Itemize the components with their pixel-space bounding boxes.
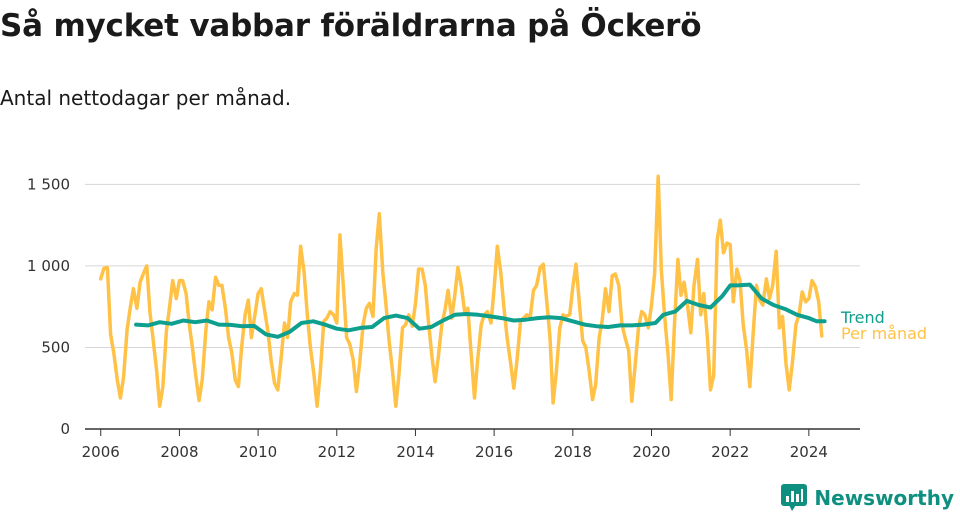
- brand-name: Newsworthy: [814, 486, 954, 510]
- y-tick-label: 0: [60, 420, 70, 438]
- page-subtitle: Antal nettodagar per månad.: [0, 86, 292, 110]
- series-label: Trend: [840, 308, 885, 327]
- series-label: Per månad: [841, 324, 927, 343]
- x-tick-label: 2024: [790, 443, 828, 461]
- y-tick-label: 1 500: [27, 175, 70, 193]
- x-tick-label: 2012: [318, 443, 356, 461]
- x-tick-label: 2006: [82, 443, 120, 461]
- series-lines: [98, 174, 827, 408]
- series-line: [98, 174, 824, 408]
- x-tick-label: 2008: [160, 443, 198, 461]
- bar-chart-speech-bubble-icon: [781, 484, 808, 511]
- x-tick-label: 2014: [396, 443, 434, 461]
- x-tick-label: 2022: [711, 443, 749, 461]
- x-tick-label: 2016: [475, 443, 513, 461]
- brand-logo: Newsworthy: [780, 483, 954, 513]
- x-axis-ticks: 2006 2008 2010 2012 2014 2016 2018 2020 2022 2024: [82, 428, 860, 461]
- x-tick-label: 2010: [239, 443, 277, 461]
- y-tick-label: 1 000: [27, 257, 70, 275]
- y-axis-ticks: 0 500 1 000 1 500: [27, 175, 70, 438]
- x-tick-label: 2020: [632, 443, 670, 461]
- series-line: [134, 282, 827, 339]
- x-tick-label: 2018: [554, 443, 592, 461]
- page-title: Så mycket vabbar föräldrarna på Öckerö: [0, 8, 702, 44]
- y-tick-label: 500: [41, 338, 70, 356]
